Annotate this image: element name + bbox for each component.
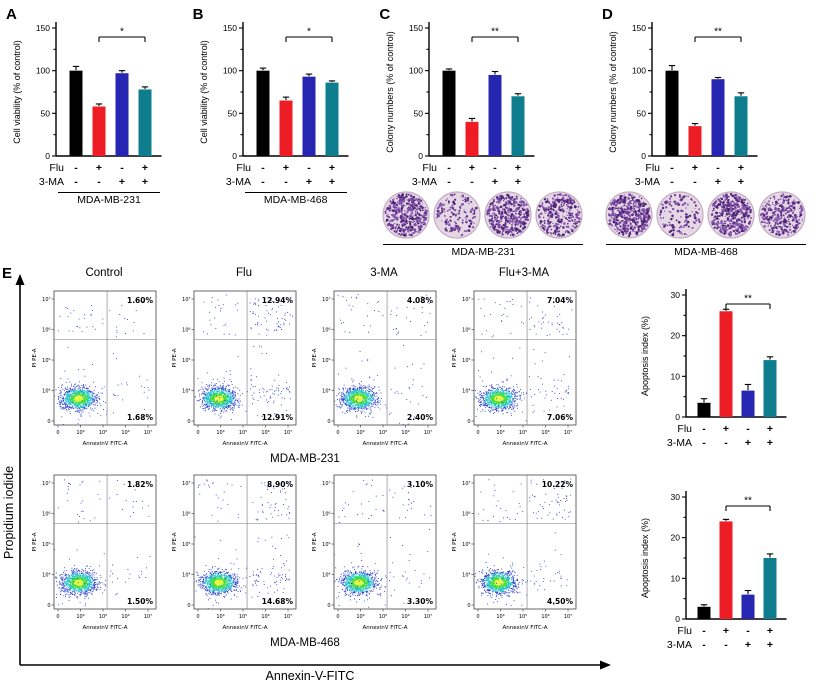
flow-cell-line-468: MDA-MB-468 — [270, 636, 340, 649]
flow-axis-arrows — [15, 273, 611, 670]
panel-e-label: E — [2, 264, 13, 282]
flow-row-231 — [28, 284, 588, 453]
panel-b-label: B — [192, 6, 204, 23]
viability-231-chart — [6, 8, 178, 192]
flow-col-title-flu: Flu — [236, 266, 252, 279]
panel-d-label: D — [601, 6, 613, 23]
flow-plot-468-control — [28, 468, 162, 637]
flow-row-468 — [28, 468, 588, 637]
flow-plot-231-flu — [168, 284, 302, 453]
cell-line-label-a: MDA-MB-231 — [58, 192, 160, 207]
panel-e: E Propidium iodide Control Flu 3-MA Flu+… — [0, 264, 634, 699]
apoptosis-468-chart — [634, 480, 820, 657]
colony-468-chart — [601, 8, 812, 244]
flow-grid: Control Flu 3-MA Flu+3-MA MDA-MB-231 — [28, 267, 588, 653]
panel-d: D MDA-MB-468 — [601, 4, 814, 259]
cell-line-label-b: MDA-MB-468 — [244, 192, 347, 207]
flow-plot-468-flu3ma — [448, 468, 582, 637]
flow-plot-231-flu3ma — [448, 284, 582, 453]
cell-line-label-c: MDA-MB-231 — [383, 244, 584, 259]
flow-plot-468-flu — [168, 468, 302, 637]
apoptosis-charts-column — [634, 267, 820, 699]
flow-plot-231-control — [28, 284, 162, 453]
panel-a: A MDA-MB-231 — [6, 4, 182, 259]
flow-plot-468-3ma — [308, 468, 442, 637]
colony-231-chart — [379, 8, 590, 244]
flow-col-title-3ma: 3-MA — [370, 266, 398, 279]
flow-col-title-control: Control — [85, 266, 123, 279]
cell-line-label-d: MDA-MB-468 — [605, 244, 806, 259]
flow-col-title-flu3ma: Flu+3-MA — [498, 266, 550, 279]
top-row: A MDA-MB-231 B MDA-MB-468 C MDA-MB-231 D… — [0, 0, 824, 259]
flow-x-axis-label: Annexin-V-FITC — [265, 668, 355, 683]
bottom-row: E Propidium iodide Control Flu 3-MA Flu+… — [0, 264, 824, 699]
panel-c: C MDA-MB-231 — [379, 4, 591, 259]
panel-c-label: C — [379, 6, 391, 23]
panel-b: B MDA-MB-468 — [192, 4, 369, 259]
viability-468-chart — [192, 8, 365, 192]
flow-column-titles: Control Flu 3-MA Flu+3-MA — [28, 267, 588, 285]
apoptosis-231-chart — [634, 278, 820, 455]
panel-a-label: A — [6, 6, 17, 23]
flow-plot-231-3ma — [308, 284, 442, 453]
flow-y-axis-label: Propidium iodide — [2, 465, 16, 559]
flow-cell-line-231: MDA-MB-231 — [270, 452, 340, 465]
